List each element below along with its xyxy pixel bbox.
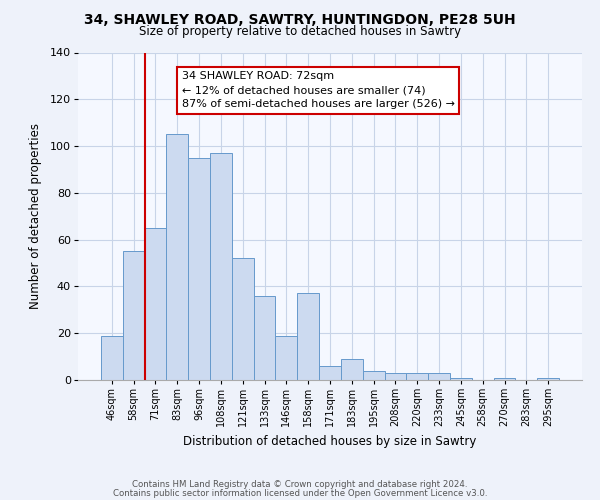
Bar [210,153,232,380]
Bar [123,252,145,380]
Text: Size of property relative to detached houses in Sawtry: Size of property relative to detached ho… [139,25,461,38]
Text: Contains public sector information licensed under the Open Government Licence v3: Contains public sector information licen… [113,489,487,498]
Bar [450,378,472,380]
Text: 34, SHAWLEY ROAD, SAWTRY, HUNTINGDON, PE28 5UH: 34, SHAWLEY ROAD, SAWTRY, HUNTINGDON, PE… [84,12,516,26]
Text: Contains HM Land Registry data © Crown copyright and database right 2024.: Contains HM Land Registry data © Crown c… [132,480,468,489]
Bar [428,373,450,380]
Bar [254,296,275,380]
Bar [406,373,428,380]
Bar [385,373,406,380]
Bar [275,336,297,380]
Bar [341,359,363,380]
Bar [232,258,254,380]
Bar [188,158,210,380]
Bar [297,294,319,380]
Bar [101,336,123,380]
Bar [537,378,559,380]
Y-axis label: Number of detached properties: Number of detached properties [29,123,41,309]
Bar [145,228,166,380]
X-axis label: Distribution of detached houses by size in Sawtry: Distribution of detached houses by size … [184,434,476,448]
Bar [166,134,188,380]
Bar [494,378,515,380]
Bar [363,370,385,380]
Bar [319,366,341,380]
Text: 34 SHAWLEY ROAD: 72sqm
← 12% of detached houses are smaller (74)
87% of semi-det: 34 SHAWLEY ROAD: 72sqm ← 12% of detached… [182,71,455,109]
